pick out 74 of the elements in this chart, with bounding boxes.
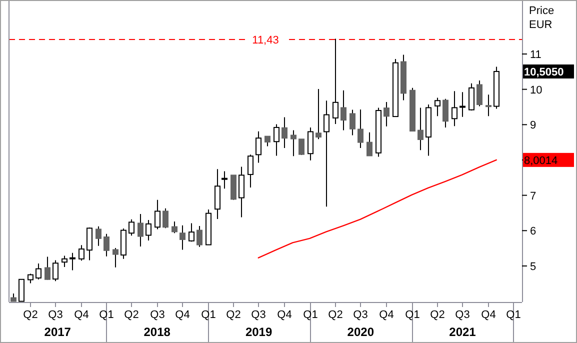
candlestick: [10, 293, 16, 302]
candlestick: [366, 132, 372, 156]
x-tick-label: Q3: [353, 309, 368, 321]
candlestick: [384, 102, 390, 127]
y-tick-label: 6: [530, 226, 536, 238]
x-tick-label: Q4: [379, 309, 394, 321]
candlestick: [400, 54, 406, 101]
ref-line-label: 11,43: [252, 34, 279, 46]
candlestick: [290, 130, 296, 157]
line-series: [258, 159, 497, 258]
candlestick: [62, 255, 68, 268]
text: 2020: [347, 325, 374, 339]
candlestick: [324, 100, 330, 208]
x-tick-label: Q3: [150, 309, 165, 321]
annotation: 8,0014: [524, 154, 558, 167]
candlestick: [358, 108, 364, 148]
text: 2018: [144, 325, 171, 339]
y-tick-label: 10: [530, 84, 542, 96]
x-tick-label: Q3: [455, 309, 470, 321]
candlestick: [460, 92, 466, 118]
candlestick: [180, 224, 186, 250]
text: 2019: [245, 325, 272, 339]
candlestick: [104, 233, 110, 257]
candlestick: [350, 109, 356, 136]
y-tick-label: 9: [530, 120, 536, 132]
x-tick-label: Q2: [430, 309, 445, 321]
x-tick-label: Q2: [328, 309, 343, 321]
text: 2017: [44, 325, 72, 339]
x-tick-label: Q2: [226, 309, 241, 321]
candlestick: [426, 104, 432, 156]
candlestick: [222, 170, 228, 190]
candlestick: [28, 273, 34, 284]
y-tick-label: 11: [530, 48, 542, 61]
y-axis-title: Price EUR: [529, 5, 554, 31]
y-tick-label: 5: [530, 260, 536, 273]
candlestick: [96, 226, 102, 246]
x-tick-label: Q3: [48, 309, 63, 321]
y-tick-label: 7: [530, 190, 536, 202]
candlestick: [308, 126, 314, 161]
candlestick: [214, 168, 220, 220]
candlestick: [112, 247, 118, 268]
candlestick: [154, 199, 160, 230]
candlestick: [138, 214, 144, 248]
candlestick: [282, 116, 288, 148]
candlestick: [316, 88, 322, 140]
x-tick-label: Q1: [303, 309, 318, 321]
candlestick: [434, 97, 440, 117]
x-tick-label: Q4: [175, 309, 190, 321]
candlestick: [332, 38, 338, 124]
x-tick-label: Q1: [506, 309, 521, 321]
candlestick: [146, 220, 152, 242]
candlestick: [442, 98, 448, 128]
candlestick: [70, 252, 76, 271]
x-tick-label: Q2: [23, 309, 38, 321]
x-tick-label: Q2: [124, 309, 139, 321]
candlestick: [248, 154, 254, 188]
text: 2021: [449, 325, 476, 339]
x-tick-label: Q1: [405, 309, 420, 321]
candlestick: [274, 124, 280, 156]
candlestick: [256, 130, 262, 164]
x-tick-label: Q1: [99, 309, 114, 321]
candlestick: [486, 94, 492, 117]
x-tick-label: Q4: [277, 309, 292, 321]
candlestick: [418, 107, 424, 151]
candlestick: [238, 166, 244, 218]
candlestick: [494, 66, 500, 110]
x-tick-label: Q4: [481, 309, 496, 321]
x-tick-label: Q3: [251, 309, 266, 321]
candlestick: [340, 90, 346, 131]
annotation: 10,5050: [524, 66, 564, 78]
x-tick-label: Q4: [74, 309, 89, 321]
candlestick: [452, 90, 458, 127]
x-tick-label: Q1: [201, 309, 216, 321]
candlestick: [44, 256, 50, 280]
